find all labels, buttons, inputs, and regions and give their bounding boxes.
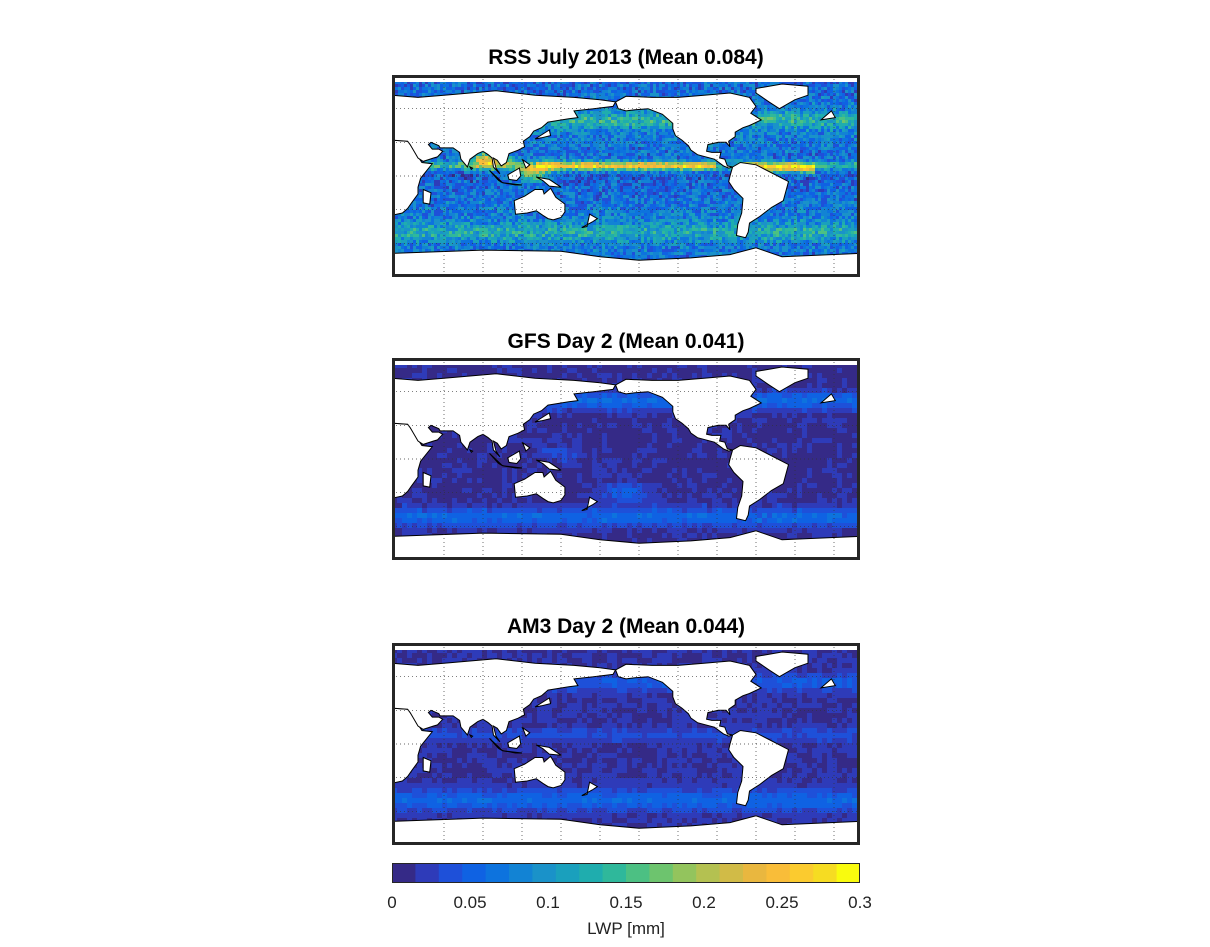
coastline-10 bbox=[507, 735, 522, 750]
panel-title-am3: AM3 Day 2 (Mean 0.044) bbox=[506, 615, 746, 638]
coastline-2 bbox=[614, 375, 763, 452]
coastline-3 bbox=[728, 444, 790, 522]
coastline-15 bbox=[521, 158, 531, 169]
coastline-7 bbox=[422, 471, 432, 488]
coastline-4 bbox=[513, 187, 566, 221]
coastline-3 bbox=[728, 161, 790, 239]
coastline-8 bbox=[489, 453, 503, 467]
coastline-14 bbox=[819, 678, 837, 689]
colorbar-swatch bbox=[813, 863, 838, 883]
lwp-field bbox=[392, 358, 860, 560]
coastline-12 bbox=[534, 697, 552, 708]
coastline-13 bbox=[581, 496, 599, 512]
coastline-8 bbox=[489, 170, 503, 184]
coastline-7 bbox=[422, 188, 432, 205]
colorbar-swatch bbox=[836, 863, 860, 883]
coastline-10 bbox=[507, 167, 522, 182]
panel-title-rss: RSS July 2013 (Mean 0.084) bbox=[488, 46, 764, 69]
colorbar-swatch bbox=[743, 863, 767, 883]
colorbar-label: LWP [mm] bbox=[587, 919, 665, 938]
colorbar-tick-label: 0 bbox=[387, 893, 397, 912]
coastline-12 bbox=[534, 412, 552, 423]
colorbar-tick-label: 0.2 bbox=[692, 893, 716, 912]
coastline-4 bbox=[513, 470, 566, 504]
coastline-11 bbox=[536, 744, 562, 756]
coastline-1 bbox=[392, 90, 617, 175]
coastline-13 bbox=[581, 781, 599, 797]
coastline-16 bbox=[468, 448, 474, 454]
map-gfs bbox=[392, 358, 860, 560]
coastline-8 bbox=[489, 738, 503, 752]
colorbar-tick-label: 0.05 bbox=[453, 893, 487, 912]
lwp-field bbox=[392, 643, 860, 845]
coastline-16 bbox=[468, 733, 474, 739]
coastline-11 bbox=[536, 459, 562, 471]
coastline-1 bbox=[392, 658, 617, 743]
colorbar-swatch bbox=[509, 863, 533, 883]
colorbar-swatch bbox=[555, 863, 580, 883]
coastline-1 bbox=[392, 373, 617, 458]
map-rss bbox=[392, 75, 860, 277]
colorbar-swatch bbox=[415, 863, 440, 883]
coastline-9 bbox=[502, 182, 523, 186]
map-am3 bbox=[392, 643, 860, 845]
colorbar-swatch bbox=[485, 863, 510, 883]
colorbar-tick-label: 0.1 bbox=[536, 893, 560, 912]
coastline-7 bbox=[422, 756, 432, 773]
colorbar-tick-label: 0.15 bbox=[609, 893, 643, 912]
coastline-3 bbox=[728, 729, 790, 807]
coastline-11 bbox=[536, 176, 562, 188]
colorbar-swatch bbox=[672, 863, 697, 883]
colorbar-swatch bbox=[532, 863, 557, 883]
colorbar-swatch bbox=[766, 863, 791, 883]
coastline-12 bbox=[534, 129, 552, 140]
colorbar-swatch bbox=[438, 863, 463, 883]
colorbar-swatch bbox=[626, 863, 650, 883]
colorbar-swatch bbox=[462, 863, 487, 883]
coastline-16 bbox=[468, 165, 474, 171]
coastline-9 bbox=[502, 750, 523, 754]
coastline-9 bbox=[502, 465, 523, 469]
colorbar-swatch bbox=[392, 863, 416, 883]
colorbar-tick-label: 0.3 bbox=[848, 893, 872, 912]
colorbar-swatch bbox=[649, 863, 674, 883]
coastline-15 bbox=[521, 441, 531, 452]
coastline-4 bbox=[513, 755, 566, 789]
coastline-2 bbox=[614, 660, 763, 737]
colorbar-swatch bbox=[579, 863, 604, 883]
colorbar-swatch bbox=[789, 863, 814, 883]
coastline-14 bbox=[819, 110, 837, 121]
coastline-15 bbox=[521, 726, 531, 737]
lwp-field bbox=[392, 75, 860, 277]
coastline-10 bbox=[507, 450, 522, 465]
coastline-2 bbox=[614, 92, 763, 169]
map-frame-border bbox=[392, 75, 860, 277]
colorbar-swatch bbox=[602, 863, 627, 883]
colorbar-tick-label: 0.25 bbox=[765, 893, 799, 912]
colorbar-swatch bbox=[696, 863, 721, 883]
coastline-14 bbox=[819, 393, 837, 404]
map-frame-border bbox=[392, 358, 860, 560]
panel-title-gfs: GFS Day 2 (Mean 0.041) bbox=[507, 330, 745, 353]
colorbar-swatch bbox=[719, 863, 744, 883]
map-frame-border bbox=[392, 643, 860, 845]
coastline-13 bbox=[581, 213, 599, 229]
colorbar bbox=[392, 863, 860, 883]
